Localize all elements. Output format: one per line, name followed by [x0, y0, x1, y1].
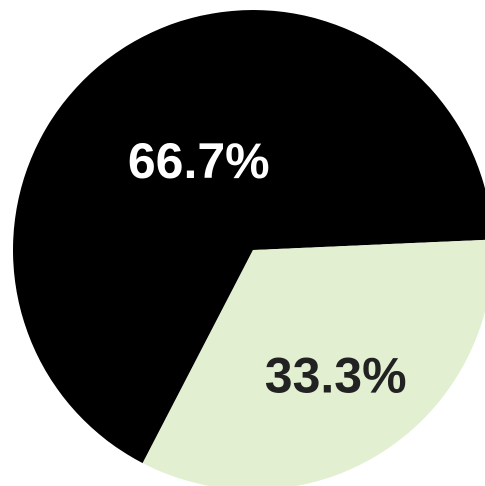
- pie-slices: [13, 10, 485, 486]
- pie-labels: 66.7% 33.3%: [128, 133, 407, 403]
- pie-slice-label-1: 66.7%: [128, 133, 270, 189]
- pie-slice-2: [142, 239, 485, 486]
- pie-slice-label-2: 33.3%: [265, 348, 407, 404]
- pie-slice-1: [13, 10, 485, 464]
